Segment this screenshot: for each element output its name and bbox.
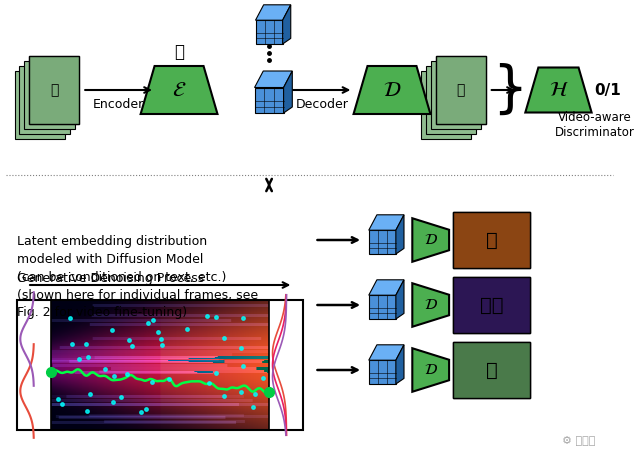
Polygon shape [141,66,218,114]
Text: $\mathcal{D}$: $\mathcal{D}$ [383,80,401,99]
Polygon shape [412,283,449,327]
FancyBboxPatch shape [17,300,51,430]
FancyBboxPatch shape [15,71,65,139]
Polygon shape [369,215,404,230]
Text: $\mathcal{D}$: $\mathcal{D}$ [424,233,438,247]
Text: 🐼: 🐼 [486,360,497,380]
Polygon shape [369,345,404,360]
Polygon shape [255,5,291,20]
Text: $\mathcal{D}$: $\mathcal{D}$ [424,298,438,312]
Text: 🐻: 🐻 [486,231,497,250]
FancyBboxPatch shape [453,342,531,398]
Polygon shape [369,360,396,384]
Text: }: } [492,63,528,117]
FancyBboxPatch shape [436,56,486,124]
FancyBboxPatch shape [29,56,79,124]
Text: 🔒: 🔒 [174,43,184,61]
Polygon shape [284,71,292,113]
FancyBboxPatch shape [19,66,70,134]
Text: $\mathcal{D}$: $\mathcal{D}$ [424,363,438,377]
Text: Decoder: Decoder [296,98,349,110]
Text: 🐼: 🐼 [50,83,58,97]
Text: $\mathcal{E}$: $\mathcal{E}$ [172,80,186,99]
FancyBboxPatch shape [269,300,303,430]
Text: Encoder: Encoder [92,98,144,110]
Text: 0/1: 0/1 [595,83,621,98]
Text: $\mathcal{H}$: $\mathcal{H}$ [548,80,568,99]
FancyBboxPatch shape [29,56,79,124]
FancyBboxPatch shape [426,66,476,134]
FancyBboxPatch shape [436,56,486,124]
FancyBboxPatch shape [24,61,74,129]
Polygon shape [255,20,283,44]
Polygon shape [369,295,396,319]
Polygon shape [396,215,404,254]
Polygon shape [255,88,284,113]
Polygon shape [412,218,449,262]
Polygon shape [369,280,404,295]
Polygon shape [396,345,404,384]
Text: 👨‍🚀: 👨‍🚀 [480,296,504,315]
Polygon shape [255,71,292,88]
FancyBboxPatch shape [453,212,531,268]
Polygon shape [396,280,404,319]
FancyBboxPatch shape [453,277,531,333]
Polygon shape [412,348,449,392]
FancyBboxPatch shape [453,212,531,268]
Text: Video-aware
Discriminator: Video-aware Discriminator [556,111,635,139]
Text: 🐼: 🐼 [456,83,465,97]
FancyBboxPatch shape [431,61,481,129]
Polygon shape [283,5,291,44]
Text: Latent embedding distribution
modeled with Diffusion Model
(can be conditioned o: Latent embedding distribution modeled wi… [17,235,227,284]
Text: Generative Denoising Process
(shown here for individual frames, see
Fig. 2 for v: Generative Denoising Process (shown here… [17,272,259,319]
FancyBboxPatch shape [453,342,531,398]
Polygon shape [369,230,396,254]
Polygon shape [525,68,591,113]
FancyBboxPatch shape [421,71,471,139]
Polygon shape [353,66,431,114]
Text: ⚙ 量子位: ⚙ 量子位 [562,435,595,445]
FancyBboxPatch shape [453,277,531,333]
